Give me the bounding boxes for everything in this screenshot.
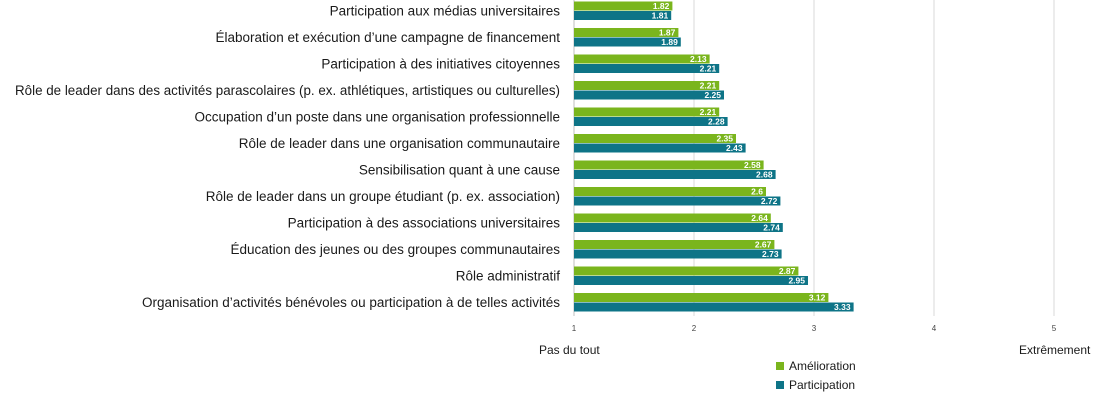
scale-low-label: Pas du tout [539,343,600,357]
bar-amelioration-4 [574,107,720,117]
bar-amelioration-8 [574,213,771,223]
x-tick-labels: 1 2 3 4 5 [572,324,1057,333]
value-label-participation-7: 2.72 [761,196,778,206]
bar-participation-5 [574,143,746,153]
value-label-participation-11: 3.33 [834,302,851,312]
bar-participation-8 [574,223,783,232]
legend-swatch-participation [776,381,784,389]
value-label-amelioration-4: 2.21 [700,107,717,117]
value-label-participation-6: 2.68 [756,169,773,179]
value-label-participation-5: 2.43 [726,143,743,153]
category-label-5: Rôle de leader dans une organisation com… [239,136,560,151]
x-tick-label-1: 1 [572,324,577,333]
scale-high-label: Extrêmement [1019,343,1091,357]
bar-amelioration-0 [574,1,673,11]
x-tick-label-4: 4 [932,324,937,333]
category-label-10: Rôle administratif [456,269,561,284]
bar-participation-1 [574,37,681,47]
value-label-amelioration-1: 1.87 [659,27,676,37]
x-tick-label-2: 2 [692,324,697,333]
value-label-amelioration-9: 2.67 [755,239,772,249]
bar-participation-11 [574,302,854,312]
value-label-amelioration-0: 1.82 [653,1,670,11]
bars-group: 1.821.811.871.892.132.212.212.252.212.28… [574,1,854,312]
bar-amelioration-10 [574,266,799,276]
category-label-4: Occupation d’un poste dans une organisat… [194,110,560,125]
bar-amelioration-6 [574,160,764,170]
value-label-amelioration-11: 3.12 [809,292,826,302]
bar-amelioration-3 [574,81,720,90]
category-label-6: Sensibilisation quant à une cause [359,163,560,178]
value-label-participation-1: 1.89 [661,37,678,47]
value-label-participation-8: 2.74 [763,222,780,232]
category-label-11: Organisation d’activités bénévoles ou pa… [142,295,560,310]
value-label-amelioration-6: 2.58 [744,160,761,170]
legend-swatch-amelioration [776,362,784,370]
bar-amelioration-7 [574,187,766,196]
category-label-2: Participation à des initiatives citoyenn… [321,57,560,72]
value-label-amelioration-3: 2.21 [700,80,717,90]
bar-participation-2 [574,64,720,73]
bar-participation-4 [574,117,728,126]
x-tick-label-3: 3 [812,324,817,333]
value-label-participation-0: 1.81 [652,10,669,20]
category-label-8: Participation à des associations univers… [288,216,561,231]
value-label-amelioration-2: 2.13 [690,54,707,64]
bar-participation-9 [574,249,782,259]
value-label-amelioration-7: 2.6 [751,186,763,196]
bar-participation-10 [574,276,808,285]
category-labels: Participation aux médias universitaires É… [15,4,560,311]
bar-amelioration-1 [574,28,679,37]
bar-participation-7 [574,196,781,206]
category-label-0: Participation aux médias universitaires [330,4,561,19]
bar-amelioration-5 [574,134,736,143]
legend-label-participation: Participation [789,378,855,392]
grid-lines [573,0,1055,316]
value-label-participation-9: 2.73 [762,249,779,259]
value-label-amelioration-8: 2.64 [751,213,768,223]
category-label-9: Éducation des jeunes ou des groupes comm… [231,242,561,257]
category-label-7: Rôle de leader dans un groupe étudiant (… [206,189,560,204]
legend: Amélioration Participation [776,359,856,392]
legend-label-amelioration: Amélioration [789,359,856,373]
value-label-participation-4: 2.28 [708,116,725,126]
bar-amelioration-2 [574,54,710,64]
value-label-amelioration-10: 2.87 [779,266,796,276]
value-label-participation-3: 2.25 [704,90,721,100]
bar-amelioration-11 [574,293,829,302]
bar-participation-3 [574,90,724,100]
category-label-1: Élaboration et exécution d’une campagne … [216,30,561,45]
value-label-participation-10: 2.95 [788,275,805,285]
bar-participation-0 [574,11,672,20]
category-label-3: Rôle de leader dans des activités parasc… [15,83,560,98]
value-label-amelioration-5: 2.35 [716,133,733,143]
value-label-participation-2: 2.21 [700,63,717,73]
x-tick-label-5: 5 [1052,324,1057,333]
bar-amelioration-9 [574,240,775,249]
bar-participation-6 [574,170,776,179]
